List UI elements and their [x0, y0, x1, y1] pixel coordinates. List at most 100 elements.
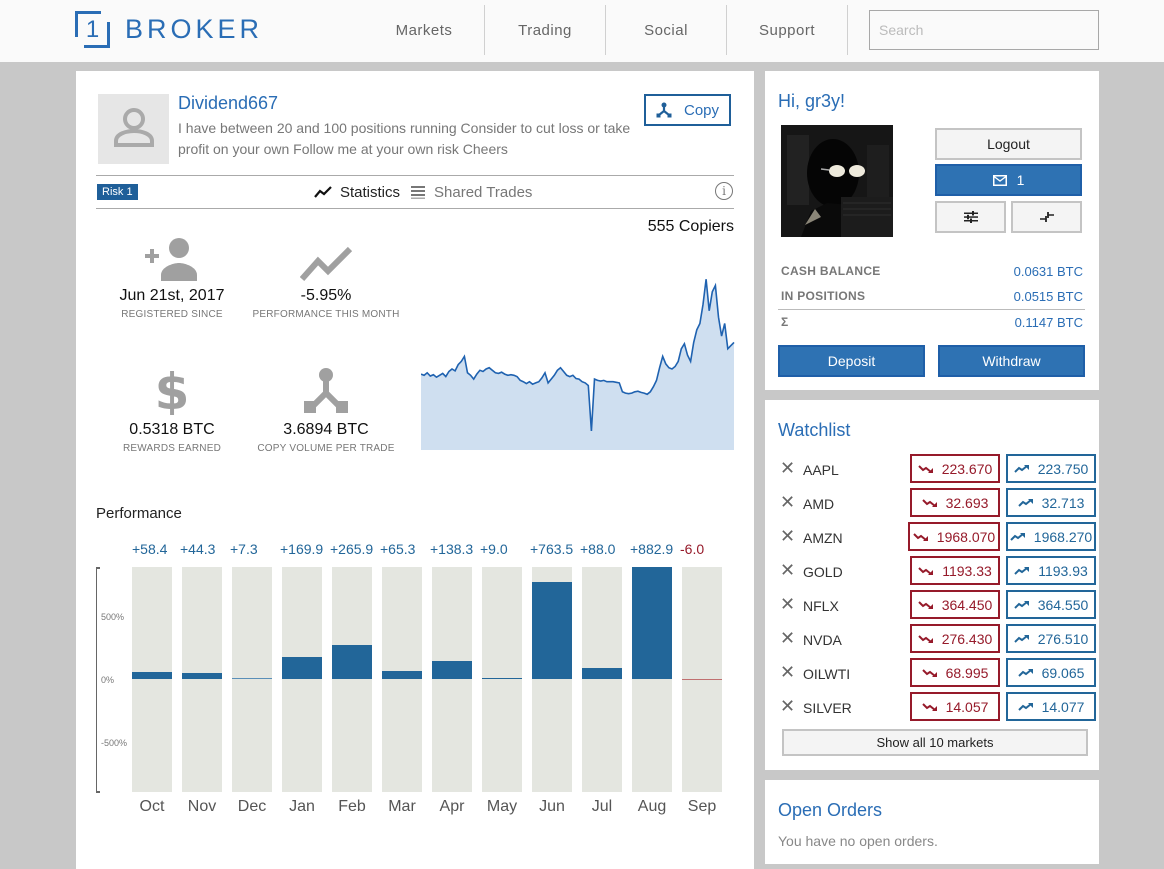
trader-bio: I have between 20 and 100 positions runn… [178, 120, 631, 157]
buy-button[interactable]: 276.510 [1006, 624, 1096, 653]
month-label: Feb [338, 798, 366, 815]
performance-y-axis [96, 567, 101, 793]
nav-markets[interactable]: Markets [364, 5, 485, 55]
list-icon [411, 186, 426, 199]
user-photo-image [781, 125, 893, 237]
trend-up-icon [1013, 464, 1029, 473]
trader-name[interactable]: Dividend667 [178, 93, 279, 113]
tab-statistics[interactable]: Statistics [314, 184, 400, 201]
sell-button[interactable]: 14.057 [910, 692, 1000, 721]
logout-button[interactable]: Logout [935, 128, 1082, 160]
remove-icon[interactable]: ✕ [780, 594, 796, 614]
logo-text: BROKER [125, 14, 264, 44]
nav-social[interactable]: Social [606, 5, 727, 55]
messages-button[interactable]: 1 [935, 164, 1082, 196]
logo-mark: 1 [75, 11, 110, 48]
buy-button[interactable]: 1968.270 [1006, 522, 1096, 551]
tab-shared-trades[interactable]: Shared Trades [410, 184, 532, 201]
trend-down-icon [921, 702, 937, 711]
buy-button[interactable]: 364.550 [1006, 590, 1096, 619]
sell-button[interactable]: 1968.070 [908, 522, 1000, 551]
sell-button[interactable]: 364.450 [910, 590, 1000, 619]
person-placeholder-icon [113, 108, 154, 147]
trend-line-icon [314, 186, 332, 198]
buy-button[interactable]: 223.750 [1006, 454, 1096, 483]
bar-value-label: -6.0 [680, 541, 705, 557]
bar-value-label: +763.5 [530, 541, 574, 557]
watchlist-row: ✕ SILVER 14.057 14.077 [778, 692, 1096, 722]
bar-fill [682, 679, 722, 680]
sell-button[interactable]: 276.430 [910, 624, 1000, 653]
trend-down-icon [913, 532, 928, 541]
watchlist-symbol[interactable]: NFLX [803, 598, 839, 614]
person-add-icon [145, 238, 197, 281]
trend-down-icon [921, 498, 937, 507]
remove-icon[interactable]: ✕ [780, 662, 796, 682]
buy-button[interactable]: 32.713 [1006, 488, 1096, 517]
month-label: Apr [439, 798, 465, 815]
open-orders-title: Open Orders [778, 800, 883, 820]
watchlist-symbol[interactable]: AMZN [803, 530, 843, 546]
buy-button[interactable]: 69.065 [1006, 658, 1096, 687]
watchlist-symbol[interactable]: AAPL [803, 462, 839, 478]
show-all-markets-button[interactable]: Show all 10 markets [782, 729, 1088, 756]
deposit-button[interactable]: Deposit [778, 345, 925, 377]
watchlist-row: ✕ OILWTI 68.995 69.065 [778, 658, 1096, 688]
bar-value-label: +265.9 [330, 541, 374, 557]
copy-trader-button[interactable]: Copy [644, 94, 731, 126]
sell-button[interactable]: 223.670 [910, 454, 1000, 483]
trend-down-icon [917, 634, 933, 643]
month-label: Jun [539, 798, 565, 815]
watchlist-row: ✕ NFLX 364.450 364.550 [778, 590, 1096, 620]
bar-fill [632, 566, 672, 679]
svg-text:$: $ [157, 367, 187, 415]
remove-icon[interactable]: ✕ [780, 526, 796, 546]
stat-registered: Jun 21st, 2017 REGISTERED SINCE [92, 221, 252, 320]
user-avatar[interactable] [781, 125, 893, 237]
remove-icon[interactable]: ✕ [780, 492, 796, 512]
info-icon[interactable]: i [715, 182, 733, 200]
buy-button[interactable]: 14.077 [1006, 692, 1096, 721]
watchlist-symbol[interactable]: AMD [803, 496, 835, 512]
bar-fill [332, 645, 372, 679]
trend-icon [300, 246, 352, 281]
logo[interactable]: 1 BROKER [75, 11, 263, 48]
y-tick-500: 500% [101, 612, 125, 622]
nav-trading[interactable]: Trading [485, 5, 606, 55]
watchlist-row: ✕ NVDA 276.430 276.510 [778, 624, 1096, 654]
compact-view-button[interactable] [1011, 201, 1082, 233]
watchlist-symbol[interactable]: SILVER [803, 700, 852, 716]
month-label: Sep [687, 798, 717, 815]
watchlist-title: Watchlist [778, 420, 851, 440]
bar-background [582, 567, 622, 792]
sell-button[interactable]: 32.693 [910, 488, 1000, 517]
search-input[interactable] [869, 10, 1099, 50]
watchlist-symbol[interactable]: GOLD [803, 564, 843, 580]
remove-icon[interactable]: ✕ [780, 458, 796, 478]
bar-background [432, 567, 472, 792]
messages-count: 1 [1016, 172, 1025, 188]
sliders-icon [963, 211, 978, 223]
main-nav: Markets Trading Social Support [364, 5, 848, 55]
month-label: Jul [591, 798, 613, 815]
bar-fill [582, 667, 622, 679]
remove-icon[interactable]: ✕ [780, 628, 796, 648]
sell-button[interactable]: 1193.33 [910, 556, 1000, 585]
trend-up-icon [1017, 702, 1033, 711]
month-label: Oct [139, 798, 165, 815]
bar-background [282, 567, 322, 792]
month-label: Mar [388, 798, 416, 815]
trader-profile-panel: Dividend667 I have between 20 and 100 po… [76, 71, 754, 869]
watchlist-symbol[interactable]: OILWTI [803, 666, 851, 682]
remove-icon[interactable]: ✕ [780, 560, 796, 580]
sell-button[interactable]: 68.995 [910, 658, 1000, 687]
remove-icon[interactable]: ✕ [780, 696, 796, 716]
withdraw-button[interactable]: Withdraw [938, 345, 1085, 377]
settings-button[interactable] [935, 201, 1006, 233]
buy-button[interactable]: 1193.93 [1006, 556, 1096, 585]
watchlist-row: ✕ AMZN 1968.070 1968.270 [778, 522, 1096, 552]
mail-icon [992, 174, 1007, 186]
watchlist-symbol[interactable]: NVDA [803, 632, 842, 648]
watchlist-row: ✕ AMD 32.693 32.713 [778, 488, 1096, 518]
nav-support[interactable]: Support [727, 5, 848, 55]
